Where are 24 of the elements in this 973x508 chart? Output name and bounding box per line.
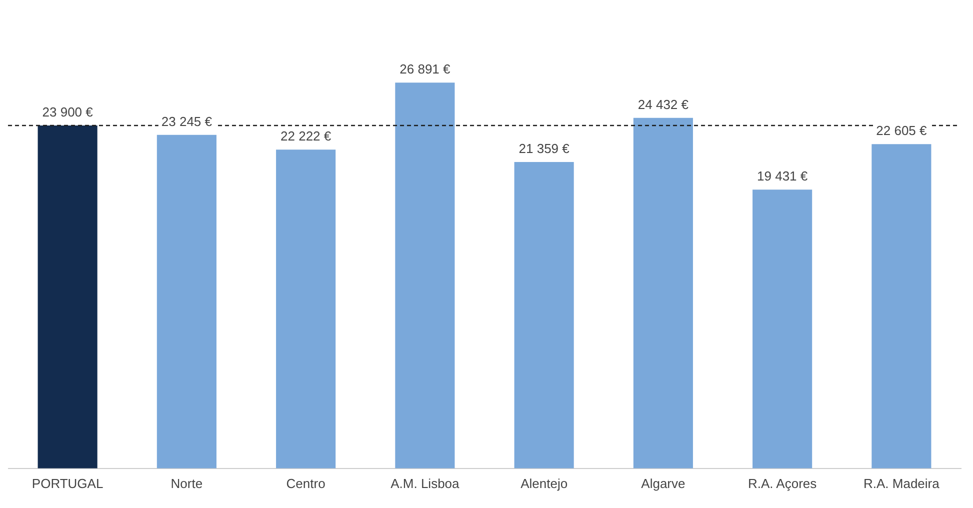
x-tick-label: Algarve xyxy=(641,476,686,491)
x-tick-label: A.M. Lisboa xyxy=(390,476,460,491)
bar xyxy=(38,126,98,468)
x-tick-label: Centro xyxy=(286,476,326,491)
bar xyxy=(276,150,336,468)
bar xyxy=(156,134,216,468)
data-label: 24 432 € xyxy=(638,96,690,112)
x-tick-label: Norte xyxy=(170,476,203,491)
bar xyxy=(633,118,693,468)
data-label: 21 359 € xyxy=(518,141,570,156)
bar xyxy=(514,162,574,468)
data-label: 22 605 € xyxy=(876,123,928,138)
bar xyxy=(752,190,812,468)
x-tick-label: PORTUGAL xyxy=(32,476,104,491)
x-tick-label: R.A. Madeira xyxy=(864,476,940,491)
x-tick-label: R.A. Açores xyxy=(748,476,818,491)
data-label: 19 431 € xyxy=(757,168,808,184)
x-tick-label: Alentejo xyxy=(520,476,568,491)
bar xyxy=(872,144,932,468)
data-label: 23 900 € xyxy=(42,104,94,120)
data-label: 23 245 € xyxy=(161,114,213,129)
data-label: 22 222 € xyxy=(280,128,332,144)
bar xyxy=(395,82,455,468)
data-label: 26 891 € xyxy=(400,62,452,77)
